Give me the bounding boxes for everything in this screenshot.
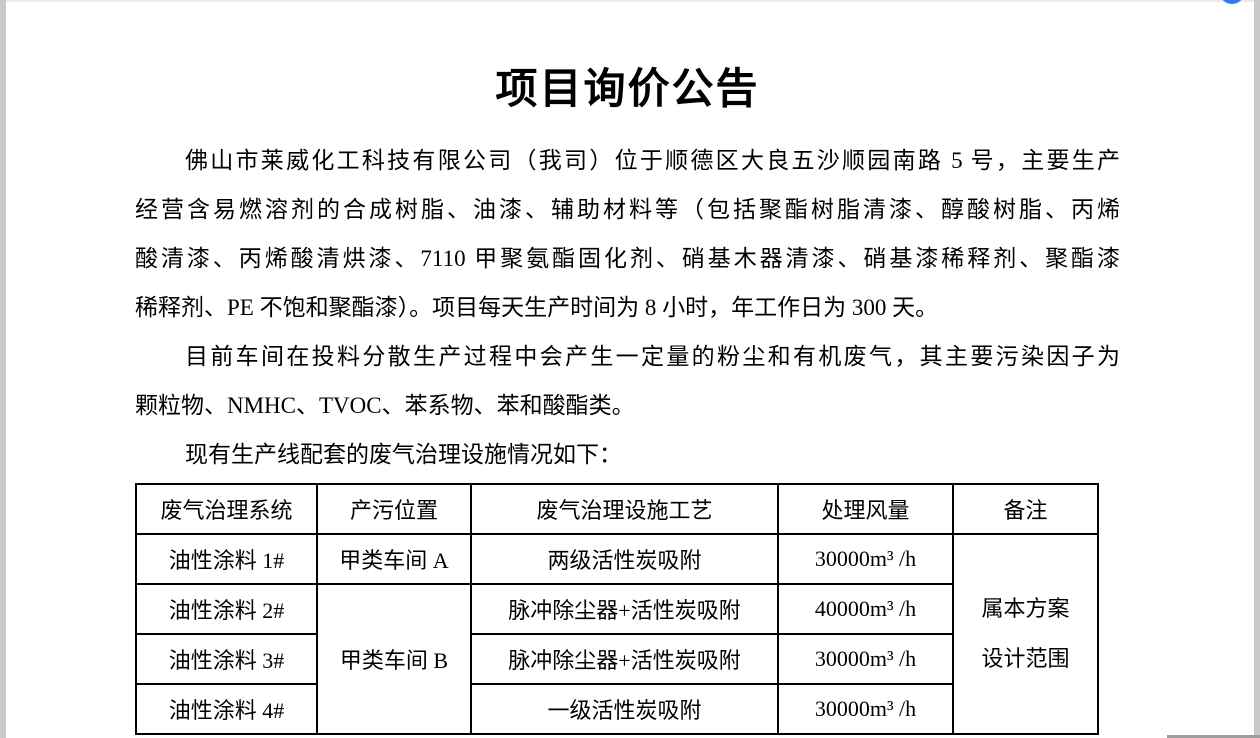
cell-remark-merged: 属本方案 设计范围	[952, 533, 1099, 735]
paragraph-line: 酸清漆、丙烯酸清烘漆、7110 甲聚氨酯固化剂、硝基木器清漆、硝基漆稀释剂、聚酯…	[135, 246, 1120, 271]
header-process: 废气治理设施工艺	[470, 483, 779, 535]
paragraph-line: 经营含易燃溶剂的合成树脂、油漆、辅助材料等（包括聚酯树脂清漆、醇酸树脂、丙烯	[135, 197, 1120, 222]
waste-gas-facility-table: 废气治理系统 产污位置 废气治理设施工艺 处理风量 备注 油性涂料 1# 甲类车…	[135, 483, 1099, 735]
page-bottom-edge	[1167, 735, 1260, 738]
table-header-row: 废气治理系统 产污位置 废气治理设施工艺 处理风量 备注	[135, 483, 1099, 535]
table-row: 油性涂料 3# 脉冲除尘器+活性炭吸附 30000m³ /h	[135, 633, 1098, 685]
cell-process: 一级活性炭吸附	[470, 683, 779, 735]
body-paragraphs: 佛山市莱威化工科技有限公司（我司）位于顺德区大良五沙顺园南路 5 号，主要生产 …	[135, 136, 1120, 479]
table-row: 油性涂料 2# 甲类车间 B 脉冲除尘器+活性炭吸附 40000m³ /h	[135, 583, 1098, 735]
cell-process: 脉冲除尘器+活性炭吸附	[470, 633, 779, 685]
cell-location-merged: 甲类车间 B	[316, 583, 472, 735]
table-row: 油性涂料 4# 一级活性炭吸附 30000m³ /h	[135, 683, 1098, 735]
window-top-edge	[0, 0, 1260, 2]
header-airflow: 处理风量	[777, 483, 954, 535]
cell-airflow: 30000m³ /h	[777, 633, 954, 685]
cell-location: 甲类车间 A	[316, 533, 472, 585]
header-remark: 备注	[952, 483, 1099, 535]
cell-airflow: 30000m³ /h	[777, 683, 954, 735]
header-system: 废气治理系统	[135, 483, 318, 535]
paragraph-line: 现有生产线配套的废气治理设施情况如下：	[185, 442, 622, 467]
cell-system: 油性涂料 4#	[135, 683, 318, 735]
header-location: 产污位置	[316, 483, 472, 535]
scrollbar-track[interactable]	[1254, 0, 1260, 738]
cell-airflow: 30000m³ /h	[777, 533, 954, 585]
remark-line: 属本方案	[981, 596, 1070, 621]
table-row: 油性涂料 1# 甲类车间 A 两级活性炭吸附 30000m³ /h 属本方案 设…	[135, 533, 1099, 735]
floating-action-icon[interactable]	[1220, 0, 1244, 4]
cell-airflow: 40000m³ /h	[777, 583, 954, 635]
viewer-left-margin	[0, 0, 6, 738]
paragraph-line: 目前车间在投料分散生产过程中会产生一定量的粉尘和有机废气，其主要污染因子为	[185, 344, 1120, 369]
cell-process: 两级活性炭吸附	[470, 533, 779, 585]
paragraph-line: 稀释剂、PE 不饱和聚酯漆）。项目每天生产时间为 8 小时，年工作日为 300 …	[135, 295, 939, 320]
cell-system: 油性涂料 3#	[135, 633, 318, 685]
cell-process: 脉冲除尘器+活性炭吸附	[470, 583, 779, 635]
document-title: 项目询价公告	[495, 67, 760, 113]
cell-system: 油性涂料 1#	[135, 533, 318, 585]
paragraph-line: 佛山市莱威化工科技有限公司（我司）位于顺德区大良五沙顺园南路 5 号，主要生产	[185, 148, 1120, 173]
remark-line: 设计范围	[981, 646, 1070, 671]
document-page: 项目询价公告 佛山市莱威化工科技有限公司（我司）位于顺德区大良五沙顺园南路 5 …	[135, 0, 1120, 735]
paragraph-line: 颗粒物、NMHC、TVOC、苯系物、苯和酸酯类。	[135, 393, 635, 418]
cell-system: 油性涂料 2#	[135, 583, 318, 635]
